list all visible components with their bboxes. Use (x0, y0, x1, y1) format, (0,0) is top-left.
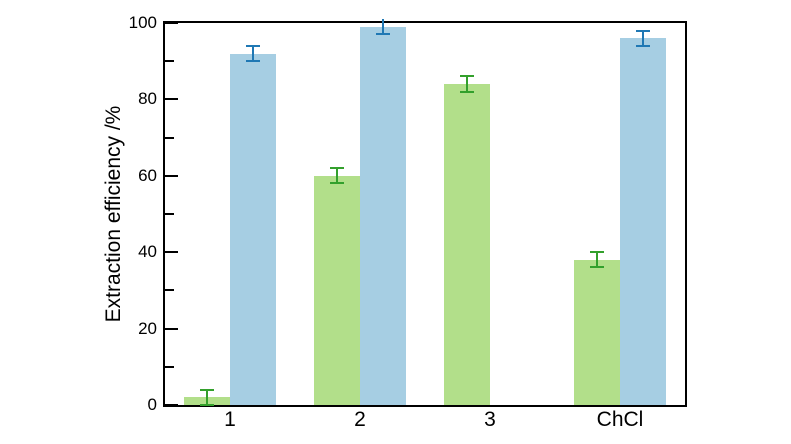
y-minor-tick (165, 365, 174, 368)
y-axis-title: Extraction efficiency /% (102, 105, 125, 323)
green-series-error-cap-top (330, 167, 344, 170)
green-series-error-cap-bottom (460, 90, 474, 93)
blue-series-error-cap-bottom (636, 44, 650, 47)
x-tick-label-1: 1 (224, 408, 236, 431)
green-series-error-cap-bottom (200, 404, 214, 406)
y-major-tick (165, 22, 178, 24)
blue-series-error-bar (642, 30, 644, 46)
green-series-bar (444, 84, 490, 405)
green-series-error-cap-top (590, 251, 604, 254)
y-tick-label: 60 (138, 165, 157, 185)
plot-area (163, 19, 687, 407)
green-series-error-cap-bottom (330, 182, 344, 185)
green-series-bar (314, 175, 360, 405)
y-minor-tick (165, 289, 174, 292)
blue-series-bar (230, 53, 276, 405)
green-series-error-bar (466, 76, 468, 92)
x-tick-label-3: 3 (484, 408, 496, 431)
y-major-tick (165, 404, 178, 406)
blue-series-error-bar (382, 19, 384, 35)
x-tick-label-2: 2 (354, 408, 366, 431)
green-series-bar (574, 259, 620, 405)
y-tick-label: 40 (138, 242, 157, 262)
y-major-tick (165, 327, 178, 330)
y-tick-label: 100 (128, 13, 157, 32)
y-tick-label: 20 (138, 318, 157, 338)
blue-series-bar (360, 26, 406, 405)
x-tick-label-ChCl: ChCl (596, 408, 644, 431)
y-minor-tick (165, 213, 174, 215)
green-series-error-bar (206, 389, 208, 405)
blue-series-error-cap-top (246, 44, 260, 47)
blue-series-error-bar (252, 45, 254, 62)
green-series-error-cap-top (200, 388, 214, 391)
blue-series-bar (620, 38, 666, 405)
y-major-tick (165, 251, 178, 254)
blue-series-error-cap-bottom (376, 33, 390, 36)
green-series-error-bar (596, 252, 598, 268)
y-major-tick (165, 174, 178, 177)
blue-series-error-cap-bottom (246, 60, 260, 63)
blue-series-error-cap-top (636, 29, 650, 32)
green-series-error-bar (336, 168, 338, 184)
green-series-error-cap-bottom (590, 266, 604, 269)
green-series-error-cap-top (460, 75, 474, 78)
y-minor-tick (165, 136, 174, 139)
y-tick-label: 0 (147, 395, 157, 414)
y-major-tick (165, 98, 178, 101)
y-minor-tick (165, 60, 174, 63)
y-tick-label: 80 (138, 89, 157, 109)
